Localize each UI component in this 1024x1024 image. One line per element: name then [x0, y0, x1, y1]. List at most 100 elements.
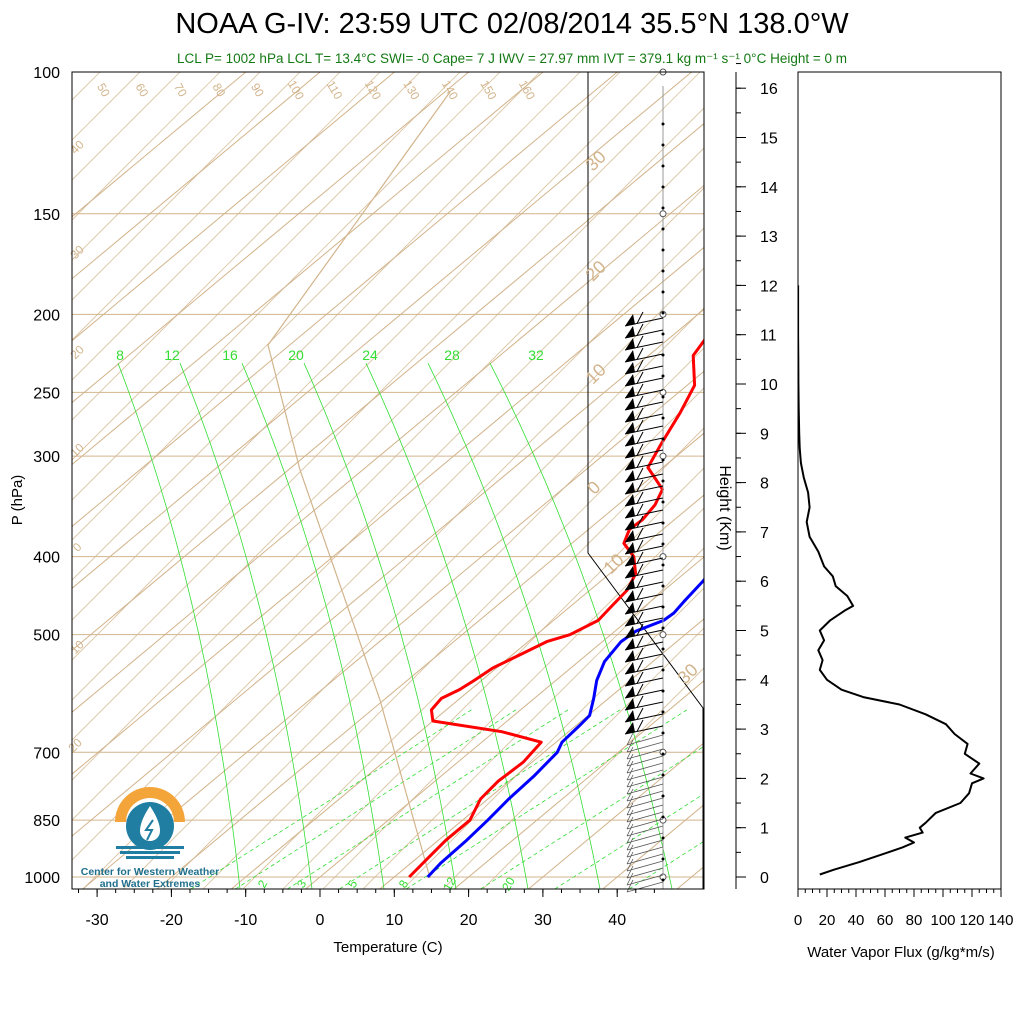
- wind-barb-pennant: [625, 434, 635, 446]
- skewt-x-tick-label: -20: [160, 912, 183, 929]
- isotherm-line: [745, 35, 1024, 894]
- wind-level-dot: [661, 395, 665, 399]
- skewt-x-tick-label: -30: [86, 912, 109, 929]
- wind-barb-feather: [636, 503, 644, 516]
- height-tick-label: 14: [760, 180, 778, 197]
- skewt-x-tick-label: -10: [234, 912, 257, 929]
- mixing-ratio-label: 16: [222, 347, 238, 363]
- wind-barb: [626, 844, 664, 858]
- wind-barb: [624, 539, 664, 555]
- dry-adiabat-label: 150: [477, 78, 499, 103]
- sounding-indices: LCL P= 1002 hPa LCL T= 13.4°C SWI= -0 Ca…: [177, 51, 847, 66]
- height-tick-label: 8: [760, 476, 769, 493]
- wind-barb-feather: [636, 443, 644, 456]
- wind-barb-feather: [636, 671, 644, 684]
- wind-level-dot: [661, 290, 665, 294]
- wind-barb-pennant: [625, 518, 635, 530]
- logo-line-2: and Water Extremes: [99, 878, 201, 890]
- skewt-outline: [587, 72, 704, 889]
- wind-barb-shaft: [626, 846, 664, 858]
- wind-barb: [624, 383, 664, 399]
- wind-barb-feather: [626, 739, 634, 753]
- wind-barb-feather: [636, 371, 644, 384]
- dry-adiabat-line: [242, 427, 704, 889]
- isotherm-label: 30: [67, 242, 87, 262]
- isotherm-line: [304, 556, 704, 889]
- wind-barb-pennant: [625, 614, 635, 626]
- wind-barb-pennant: [625, 410, 635, 422]
- wind-barb-feather: [626, 809, 634, 823]
- wind-barb: [624, 587, 664, 603]
- mixing-ratio-label: 5: [345, 877, 361, 890]
- wind-barb-pennant: [625, 590, 635, 602]
- wind-barb-pennant: [625, 626, 635, 638]
- mixing-ratio-line: [554, 793, 704, 889]
- wind-level-dot: [661, 143, 665, 147]
- wind-barb: [626, 746, 664, 760]
- isotherm-line: [72, 184, 704, 713]
- wind-barb: [626, 774, 664, 788]
- wind-barb-pennant: [625, 650, 635, 662]
- skewt-frame: [71, 71, 705, 890]
- skewt-y-tick-label: 100: [33, 65, 60, 82]
- wind-level-dot: [661, 164, 665, 168]
- wind-barb-shaft: [626, 741, 664, 753]
- wind-barb: [626, 767, 664, 781]
- wind-level-dot: [661, 311, 665, 315]
- wind-level-dot: [661, 626, 665, 630]
- wind-barb-shaft: [626, 748, 664, 760]
- wind-barb: [624, 575, 664, 591]
- dewpoint-profile-line: [426, 577, 704, 879]
- wind-barb: [624, 491, 664, 507]
- mixing-ratio-label: 2: [255, 877, 271, 890]
- wind-barb: [626, 865, 664, 879]
- wind-barb-pennant: [625, 710, 635, 722]
- wind-barb-pennant: [625, 686, 635, 698]
- mixing-ratio-line: [628, 840, 704, 889]
- wind-barb-feather: [636, 647, 644, 660]
- dry-adiabat-label: 110: [324, 78, 346, 102]
- wind-barb: [624, 359, 664, 375]
- isotherm-line: [72, 246, 704, 775]
- dry-adiabat-line: [72, 72, 381, 381]
- wind-barb-feather: [626, 879, 634, 893]
- wind-level-dot: [661, 458, 665, 462]
- wind-barb: [624, 659, 664, 675]
- wind-barb-shaft: [626, 818, 664, 830]
- dry-adiabat-line: [72, 72, 621, 621]
- water-drop-icon: [115, 787, 185, 859]
- wind-barb-feather: [626, 746, 634, 760]
- wind-barb: [624, 719, 664, 735]
- wind-level-dot: [661, 416, 665, 420]
- wind-barb: [624, 563, 664, 579]
- skewt-x-tick-label: 20: [460, 912, 478, 929]
- isotherm-label: 20: [67, 342, 87, 362]
- wind-barb-feather: [636, 611, 644, 624]
- wind-barb-feather: [636, 491, 644, 504]
- isotherm-line: [72, 72, 619, 528]
- wind-barb: [624, 467, 664, 483]
- wind-barb-shaft: [626, 811, 664, 823]
- height-tick-label: 15: [760, 131, 778, 148]
- wind-barb: [626, 858, 664, 872]
- wind-barb: [626, 851, 664, 865]
- wind-barb: [624, 371, 664, 387]
- dry-adiabat-line: [362, 547, 704, 889]
- flux-y-axis-label: Height (Km): [716, 465, 733, 550]
- height-tick-label: 16: [760, 81, 778, 98]
- wind-barb-feather: [636, 551, 644, 564]
- wind-barb-shaft: [626, 769, 664, 781]
- dry-adiabat-line: [322, 507, 704, 889]
- skewt-x-tick-label: 0: [316, 912, 325, 929]
- height-tick-label: 1: [760, 821, 769, 838]
- skewt-x-tick-label: 30: [534, 912, 552, 929]
- wind-barb: [624, 443, 664, 459]
- isotherm-label: 10: [67, 440, 87, 460]
- wind-level-dot: [661, 878, 665, 882]
- wind-barb: [626, 732, 664, 746]
- isotherm-label: 30: [582, 147, 610, 175]
- wind-barb: [624, 395, 664, 411]
- wind-level-dot: [661, 752, 665, 756]
- mixing-ratio-line: [235, 709, 517, 889]
